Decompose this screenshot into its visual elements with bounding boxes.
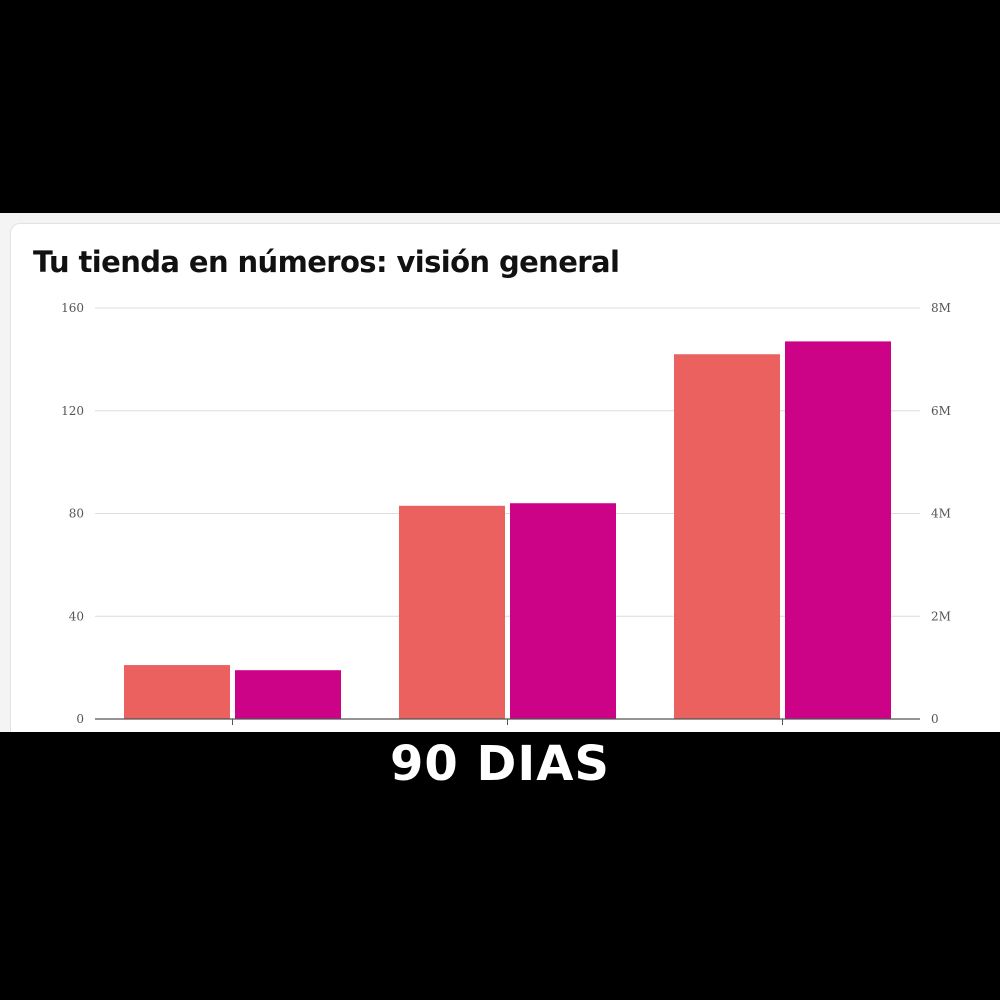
bar-series-2 bbox=[510, 503, 616, 719]
y-right-tick-label: 2M bbox=[931, 609, 951, 623]
bar-series-1 bbox=[124, 665, 230, 719]
y-left-tick-label: 40 bbox=[69, 609, 84, 623]
y-left-tick-label: 80 bbox=[69, 507, 84, 521]
chart-title: Tu tienda en números: visión general bbox=[33, 245, 620, 279]
bar-series-1 bbox=[674, 354, 780, 719]
y-left-tick-label: 160 bbox=[61, 301, 84, 315]
y-left-tick-label: 120 bbox=[61, 404, 84, 418]
y-left-tick-label: 0 bbox=[76, 712, 84, 726]
bar-series-2 bbox=[235, 670, 341, 719]
y-right-tick-label: 0 bbox=[931, 712, 939, 726]
y-right-tick-label: 6M bbox=[931, 404, 951, 418]
y-right-tick-label: 4M bbox=[931, 507, 951, 521]
y-right-tick-label: 8M bbox=[931, 301, 951, 315]
bar-series-1 bbox=[399, 505, 505, 719]
video-caption: 90 DIAS bbox=[390, 736, 610, 792]
bar-series-2 bbox=[785, 341, 891, 719]
